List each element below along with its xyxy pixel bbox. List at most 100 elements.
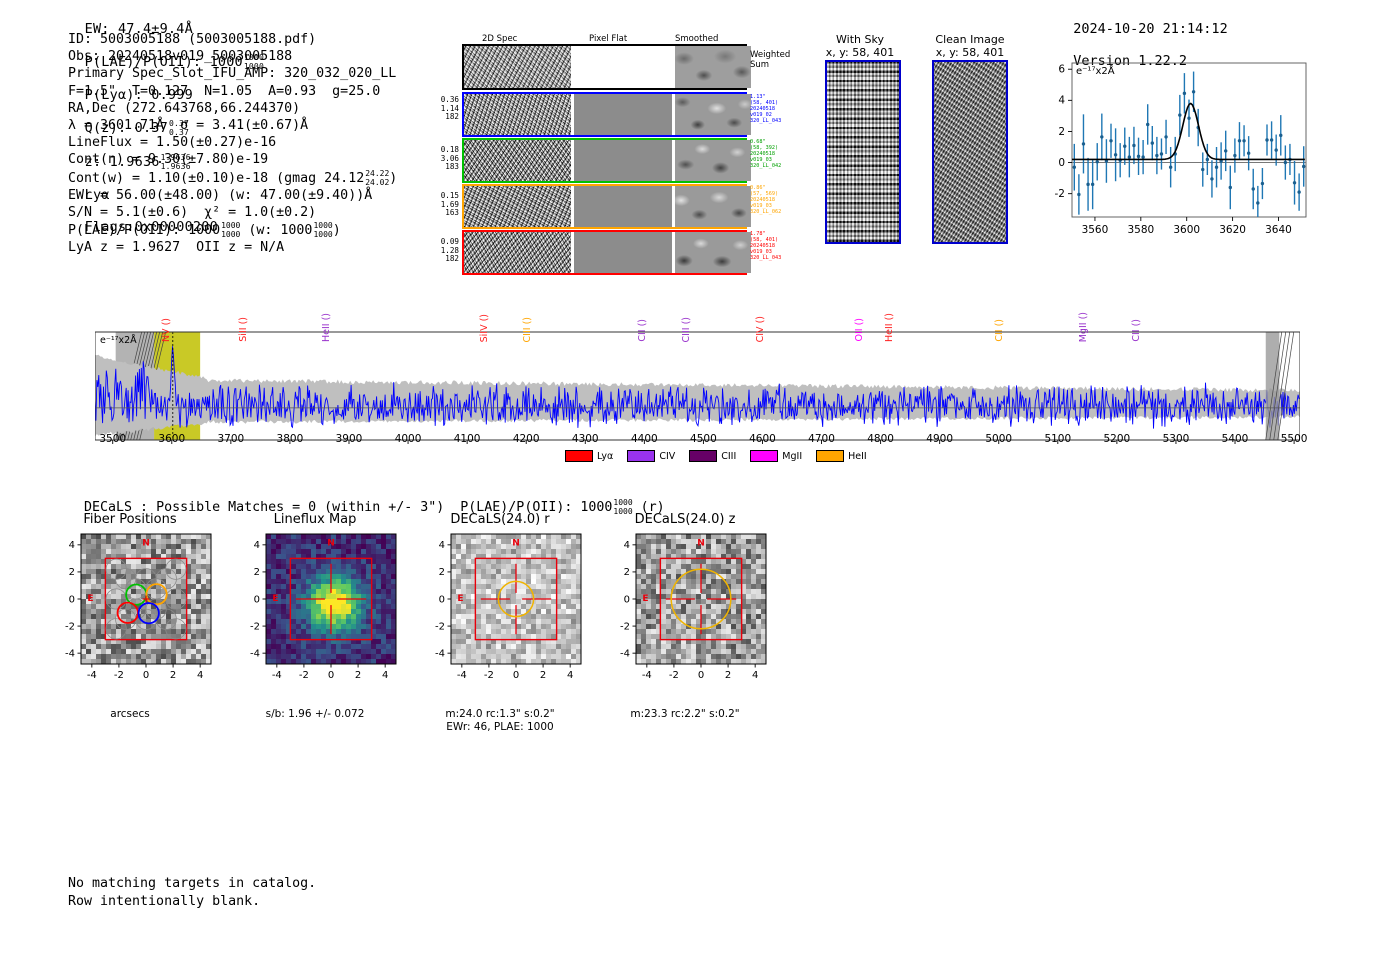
footer-note: No matching targets in catalog. Row inte… [68, 875, 316, 911]
line-label-siii-1: SiII () [237, 317, 249, 342]
header-timestamp-version: 2024-10-20 21:14:12 Version 1.22.2 [1057, 5, 1228, 69]
decals-header: DECaLS : Possible Matches = 0 (within +/… [84, 498, 665, 516]
xtick-4300: 4300 [571, 433, 599, 445]
legend-swatch-civ [627, 450, 656, 462]
header-qz-label: Q(z): 0.37 [84, 120, 168, 136]
weighted-sum-flat-image [573, 46, 673, 88]
legend-swatch-ciii [689, 450, 718, 462]
info-line-obs: Obs: 20240518v019_5003005188 [68, 49, 293, 65]
svg-text:N: N [142, 539, 150, 549]
legend-label-mgii: MgII [782, 450, 803, 462]
full-spectrum-chart: 024e⁻¹⁷x2Å [82, 330, 1301, 460]
decals-z-svg: N E -4 -4 -2 -2 0 0 2 2 4 4 [620, 533, 767, 681]
svg-text:-2: -2 [250, 621, 260, 632]
svg-text:-4: -4 [620, 648, 630, 659]
header-qz-frac: 0.37 0.37 [168, 119, 190, 137]
svg-text:2: 2 [254, 567, 260, 578]
svg-text:0: 0 [439, 594, 445, 605]
fiber-row-0-smoothed-image [675, 94, 751, 135]
panel-title-smoothed: Smoothed [675, 34, 719, 44]
svg-text:E: E [87, 594, 93, 604]
fiber-row-1-noise-image [464, 140, 571, 181]
legend-label-civ: CIV [659, 450, 676, 462]
emission-line-svg: -2 0 2 4 6 3560 3580 3600 3620 3640 e⁻¹⁷x2Å [1055, 62, 1307, 236]
svg-text:4: 4 [439, 540, 445, 551]
gmag-frac: 24.22 24.02 [365, 168, 390, 187]
info-line-primary-spec: Primary Spec_Slot_IFU_AMP: 320_032_020_L… [68, 66, 397, 82]
cutout-xlabel-arcsecs: arcsecs [110, 708, 150, 720]
svg-text:0: 0 [143, 670, 149, 681]
line-label-ciii-4: CIII () [522, 316, 534, 342]
fiber-row-2-left-values: 0.15 1.69 163 [440, 191, 459, 218]
cutout-title-decals-r: DECaLS(24.0) r [450, 512, 550, 527]
svg-text:0: 0 [624, 594, 630, 605]
weighted-sum-smoothed-image [675, 46, 751, 88]
with-sky-image [825, 60, 901, 244]
svg-text:4: 4 [567, 670, 573, 681]
svg-text:-4: -4 [87, 670, 97, 681]
svg-text:2: 2 [1058, 126, 1065, 138]
target-info-block: ID: 5003005188 (5003005188.pdf) Obs: 202… [68, 31, 397, 257]
xtick-5100: 5100 [1044, 433, 1072, 445]
line-label-cii-10: CII () [993, 319, 1005, 342]
header-ew: EW: 47.4±9.4Å [84, 21, 193, 37]
svg-text:-4: -4 [65, 648, 75, 659]
svg-text:3560: 3560 [1082, 224, 1109, 236]
svg-text:-2: -2 [669, 670, 679, 681]
fiber-row-0-noise-image [464, 94, 571, 135]
decals-r-svg: N E -4 -4 -2 -2 0 0 2 2 4 4 [435, 533, 582, 681]
fiber-row-3-metadata: 1.78" (58, 401) 20240518 v019_03 320_LL_043 [750, 231, 782, 262]
svg-text:-4: -4 [642, 670, 652, 681]
line-label-cii-5: CII () [636, 319, 648, 342]
svg-text:0: 0 [328, 670, 334, 681]
info-plae-frac-w: 1000 1000 [313, 221, 333, 240]
svg-text:3600: 3600 [1173, 224, 1200, 236]
svg-text:-4: -4 [250, 648, 260, 659]
legend-swatch-mgii [750, 450, 779, 462]
svg-text:-2: -2 [65, 621, 75, 632]
xtick-4500: 4500 [690, 433, 717, 445]
fiber-row-2[interactable] [462, 184, 751, 229]
cutout-caption-decals-r: m:24.0 rc:1.3" s:0.2" [445, 708, 555, 720]
info-line-radec: RA,Dec (272.643768,66.244370) [68, 100, 301, 116]
line-label-cii-12: CII () [1131, 319, 1143, 342]
fiber-row-1[interactable] [462, 138, 751, 183]
xtick-4200: 4200 [512, 433, 540, 445]
header-datetime: 2024-10-20 21:14:12 [1073, 21, 1228, 37]
header-summary-line: EW: 47.4±9.4Å P(LAE)/P(OII): 1000 1000 100… [68, 5, 264, 235]
fiber-row-0[interactable] [462, 92, 751, 137]
svg-text:N: N [327, 539, 335, 549]
info-line-ewr: EWr = 56.00(±48.00) (w: 47.00(±9.40))Å [68, 187, 373, 203]
svg-text:2: 2 [439, 567, 445, 578]
info-line-cont-n: Cont(n) = 9.30(±7.80)e-19 [68, 152, 269, 168]
fiber-row-2-noise-image [464, 186, 571, 227]
clean-image [932, 60, 1008, 244]
svg-text:-2: -2 [1055, 188, 1065, 200]
legend-swatch-lyα [565, 450, 593, 462]
svg-text:2: 2 [725, 670, 731, 681]
svg-text:-4: -4 [272, 670, 282, 681]
clean-image-caption: Clean Image x, y: 58, 401 [935, 33, 1005, 59]
svg-text:6: 6 [1058, 64, 1065, 76]
svg-text:E: E [272, 594, 278, 604]
fiber-row-3-flat-image [573, 232, 673, 273]
legend-label-ciii: CIII [721, 450, 737, 462]
with-sky-caption: With Sky x, y: 58, 401 [825, 33, 895, 59]
svg-text:3580: 3580 [1127, 224, 1154, 236]
fiber-row-1-metadata: 0.68" (58, 392) 20240518 v019_03 320_LL_042 [750, 139, 782, 170]
line-label-nv-0: NV () [160, 317, 172, 342]
header-z-frac: 1.9636 1.9636 [160, 153, 191, 171]
info-line-lambda-sigma: λ = 3601.71Å σ = 3.41(±0.67)Å [68, 118, 309, 134]
fiber-row-2-flat-image [573, 186, 673, 227]
full-spectrum-svg: 024e⁻¹⁷x2Å [82, 331, 1301, 444]
weighted-sum-row [462, 44, 751, 90]
fiber-row-3-noise-image [464, 232, 571, 273]
svg-text:4: 4 [382, 670, 388, 681]
panel-title-pixelflat: Pixel Flat [589, 34, 628, 44]
svg-text:4: 4 [197, 670, 203, 681]
cutout-caption2-decals-r: EWr: 46, PLAE: 1000 [446, 721, 554, 733]
cutout-title-fiber: Fiber Positions [83, 512, 177, 527]
fiber-row-1-flat-image [573, 140, 673, 181]
xtick-5400: 5400 [1221, 433, 1249, 445]
fiber-row-3[interactable] [462, 230, 751, 275]
